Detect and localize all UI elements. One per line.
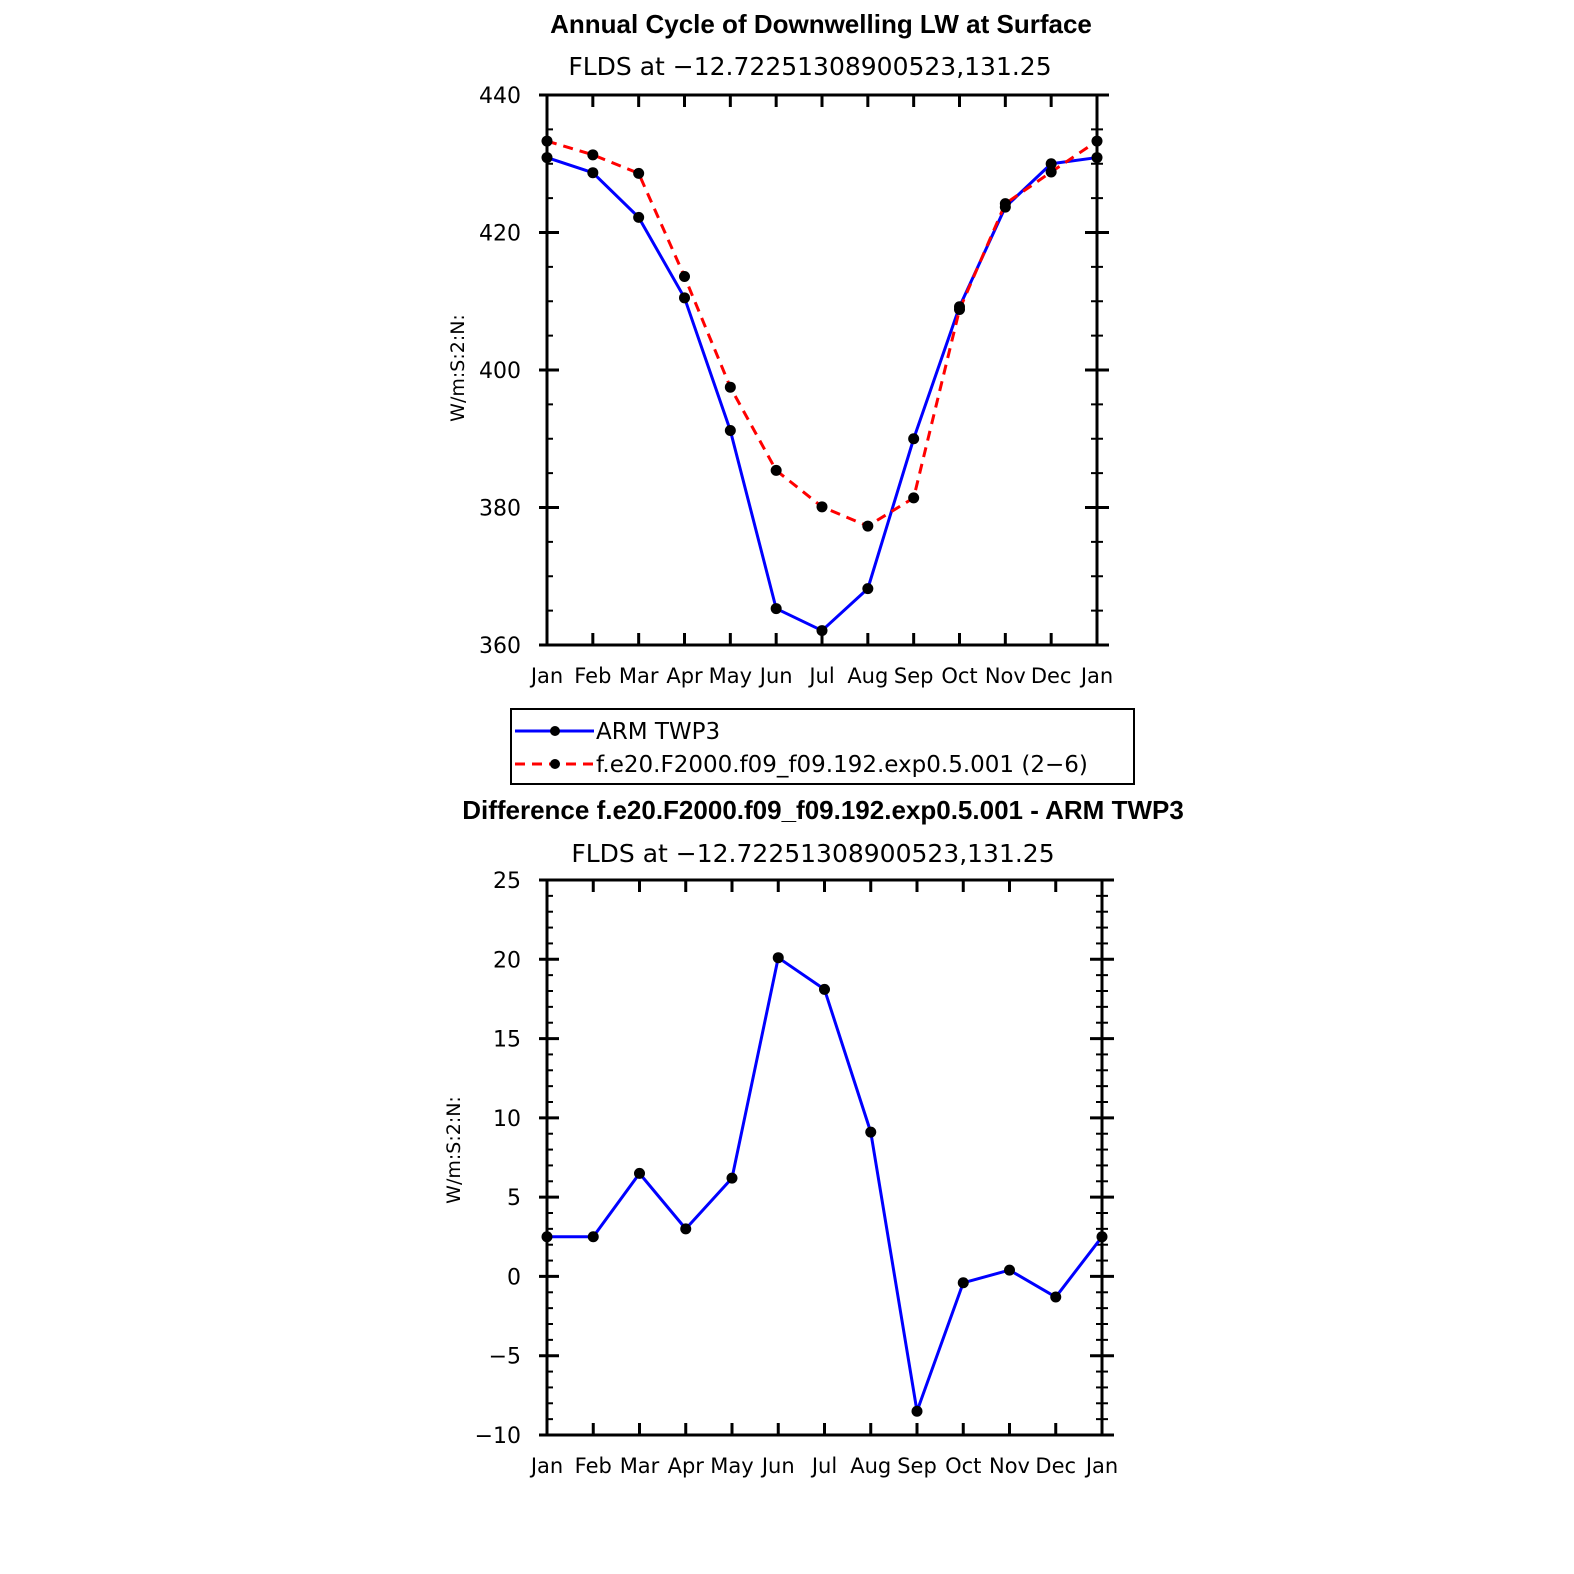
top-series-0-point [862,583,874,595]
bottom-xtick-label: Feb [575,1454,612,1478]
bottom-xtick-label: Jan [1084,1454,1118,1478]
legend-label-arm: ARM TWP3 [596,719,720,745]
top-series-1-point [1091,135,1103,147]
bottom-xtick-label: Jul [810,1454,837,1478]
top-xtick-label: Jul [807,664,834,688]
top-series-1-point [816,501,828,513]
bottom-series-0-point [911,1405,923,1417]
top-series-1-point [541,135,553,147]
bottom-series-0-point [865,1126,877,1138]
top-series-1-point [999,198,1011,210]
bottom-xtick-label: Oct [945,1454,981,1478]
top-series-line-0 [546,156,1098,633]
top-series-1-point [770,464,782,476]
top-series-1-point [862,520,874,532]
top-chart-ylabel: W/m:S:2:N: [447,314,469,422]
top-chart-frame [545,93,1099,647]
bottom-xtick-label: Mar [620,1454,660,1478]
top-xtick-label: Oct [941,664,977,688]
top-series-1-point [908,492,920,504]
top-series-0-point [908,433,920,445]
legend-marker-model [550,759,560,769]
bottom-series-0-point [1096,1231,1108,1243]
top-series-0-point [816,625,828,637]
bottom-series-line-0 [547,956,1104,1413]
top-series-1-point [954,304,965,315]
bottom-xtick-label: Nov [989,1454,1030,1478]
bottom-xtick-label: Apr [668,1454,705,1478]
legend-box [510,708,1135,785]
top-series-0-point [679,292,690,304]
top-xtick-label: Jun [758,664,793,688]
top-ytick-label: 440 [479,84,521,109]
bottom-chart-subtitle: FLDS at −12.72251308900523,131.25 [571,839,1054,868]
bottom-ytick-label: 15 [493,1028,521,1053]
bottom-ytick-label: 5 [507,1186,521,1211]
bottom-ytick-label: 0 [507,1265,521,1290]
top-chart-title: Annual Cycle of Downwelling LW at Surfac… [550,9,1092,39]
bottom-series-0-point [819,983,830,995]
top-xtick-label: Nov [985,664,1026,688]
top-series-0-point [1091,152,1103,164]
top-xtick-label: Jan [529,664,563,688]
top-series-1-point [1045,166,1057,178]
bottom-series-0-point [541,1231,553,1243]
legend-label-model: f.e20.F2000.f09_f09.192.exp0.5.001 (2−6) [596,752,1088,778]
top-xtick-label: May [709,664,752,688]
top-chart-subtitle: FLDS at −12.72251308900523,131.25 [568,52,1051,81]
bottom-xtick-label: May [710,1454,753,1478]
bottom-series-0-point [634,1167,645,1179]
top-xtick-label: Sep [894,664,934,688]
bottom-chart-frame [545,878,1104,1437]
top-xtick-label: Mar [619,664,659,688]
top-xtick-label: Jan [1079,664,1113,688]
bottom-chart-title: Difference f.e20.F2000.f09_f09.192.exp0.… [462,795,1184,825]
top-ytick-label: 400 [479,359,521,384]
bottom-series-0-point [587,1231,599,1243]
bottom-series-0-point [772,952,784,964]
top-xtick-label: Aug [847,664,888,688]
top-xtick-label: Feb [574,664,611,688]
top-chart-ticks: Jan Feb Mar Apr May Jun Jul Aug Sep Oct Nov Dec Jan 3… [479,84,1113,688]
bottom-chart-ylabel: W/m:S:2:N: [443,1096,465,1204]
bottom-series-0-point [957,1277,969,1289]
top-series-1-point [633,167,645,179]
legend: ARM TWP3 f.e20.F2000.f09_f09.192.exp0.5.… [510,708,1135,785]
bottom-series-0-point [1004,1264,1015,1276]
top-chart-series [541,135,1103,637]
bottom-ytick-label: 25 [493,869,521,894]
top-xtick-label: Dec [1031,664,1072,688]
top-series-0-point [541,152,553,164]
bottom-series-0-point [1050,1291,1062,1303]
top-series-1-point [679,271,690,282]
bottom-chart-ticks: Jan Feb Mar Apr May Jun Jul Aug Sep Oct Nov Dec Jan−… [475,869,1119,1478]
bottom-ytick-label: 10 [493,1107,521,1132]
top-series-0-point [1045,158,1057,170]
top-series-0-point [770,603,782,615]
top-ytick-label: 420 [479,222,521,247]
bottom-series-0-point [726,1172,738,1184]
top-series-0-point [587,167,599,179]
top-series-0-point [633,211,645,223]
bottom-ytick-label: −5 [489,1345,521,1370]
bottom-ytick-label: −10 [475,1424,521,1449]
bottom-chart-series [541,952,1108,1417]
top-series-1-point [724,381,736,393]
top-series-1-point [587,149,599,161]
top-ytick-label: 360 [479,634,521,659]
bottom-xtick-label: Sep [897,1454,937,1478]
bottom-xtick-label: Aug [850,1454,891,1478]
bottom-ytick-label: 20 [493,948,521,973]
top-xtick-label: Apr [666,664,703,688]
bottom-xtick-label: Dec [1035,1454,1076,1478]
top-ytick-label: 380 [479,497,521,522]
bottom-series-0-point [680,1223,692,1235]
top-series-line-1 [546,139,1098,528]
top-series-0-point [724,425,736,436]
bottom-xtick-label: Jun [760,1454,795,1478]
legend-marker-arm [550,726,560,736]
bottom-xtick-label: Jan [529,1454,563,1478]
